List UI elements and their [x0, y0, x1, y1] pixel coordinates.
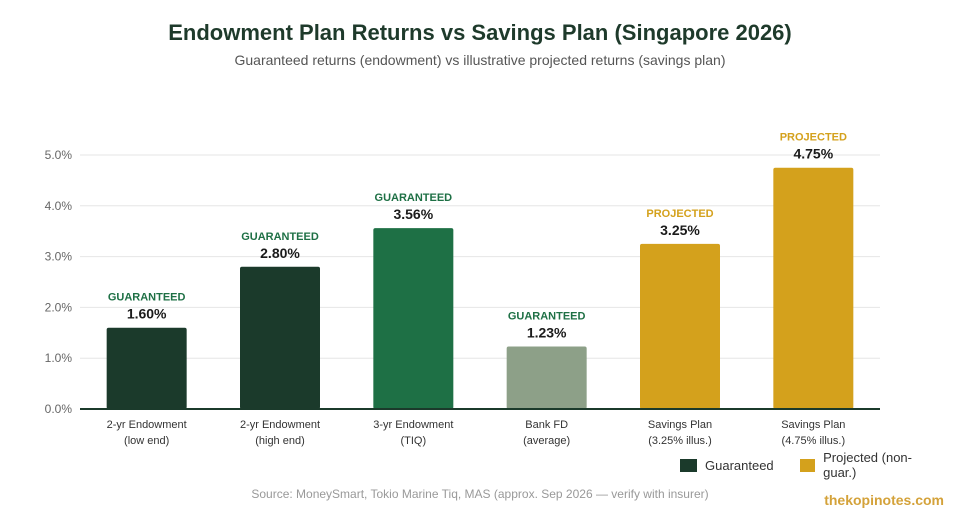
bar-tag-label: PROJECTED [780, 132, 847, 144]
x-tick-label: Savings Plan [648, 419, 712, 431]
legend-label-guaranteed: Guaranteed [705, 457, 774, 473]
bar-tag-label: GUARANTEED [375, 192, 453, 204]
x-tick-label: 3-yr Endowment [373, 419, 453, 431]
data-label: 2.80% [260, 245, 300, 261]
chart-subtitle: Guaranteed returns (endowment) vs illust… [234, 52, 726, 68]
legend-item-guaranteed: Guaranteed [680, 458, 774, 473]
x-tick-label: 2-yr Endowment [107, 419, 187, 431]
legend-item-projected: Projected (non-guar.) [799, 450, 934, 480]
x-tick-label: Savings Plan [781, 419, 845, 431]
legend-swatch-guaranteed [680, 458, 697, 472]
x-tick-label-sub: (average) [523, 435, 570, 447]
watermark: thekopinotes.com [824, 492, 944, 508]
y-tick-label: 2.0% [45, 300, 73, 314]
bar [640, 243, 720, 409]
x-tick-label: 2-yr Endowment [240, 419, 320, 431]
bar [773, 167, 854, 409]
data-label: 3.56% [393, 206, 433, 222]
x-tick-label: Bank FD [525, 419, 568, 431]
x-tick-label-sub: (high end) [255, 435, 305, 447]
legend: Guaranteed Projected (non-guar.) [680, 450, 960, 480]
data-label: 3.25% [660, 222, 700, 238]
legend-label-projected: Projected (non-guar.) [823, 450, 912, 480]
bar-tag-label: PROJECTED [646, 208, 713, 220]
x-tick-label-sub: (4.75% illus.) [782, 435, 846, 447]
bar [373, 228, 454, 409]
y-tick-label: 4.0% [45, 199, 73, 213]
x-tick-label-sub: (low end) [124, 435, 169, 447]
y-tick-label: 0.0% [45, 402, 73, 416]
bar [106, 327, 187, 409]
y-tick-label: 1.0% [45, 351, 73, 365]
data-label: 1.60% [127, 306, 167, 322]
bar [506, 346, 587, 409]
legend-swatch-projected [799, 458, 816, 472]
bar-tag-label: GUARANTEED [508, 311, 586, 323]
chart-title: Endowment Plan Returns vs Savings Plan (… [168, 20, 792, 45]
data-label: 1.23% [527, 325, 567, 341]
bar [240, 266, 320, 409]
bar-tag-label: GUARANTEED [108, 292, 186, 304]
source-note: Source: MoneySmart, Tokio Marine Tiq, MA… [251, 487, 709, 501]
y-tick-label: 5.0% [45, 148, 73, 162]
data-label: 4.75% [793, 146, 833, 162]
bar-tag-label: GUARANTEED [241, 231, 319, 243]
x-tick-label-sub: (TIQ) [400, 435, 426, 447]
y-tick-label: 3.0% [45, 250, 73, 264]
x-tick-label-sub: (3.25% illus.) [648, 435, 712, 447]
